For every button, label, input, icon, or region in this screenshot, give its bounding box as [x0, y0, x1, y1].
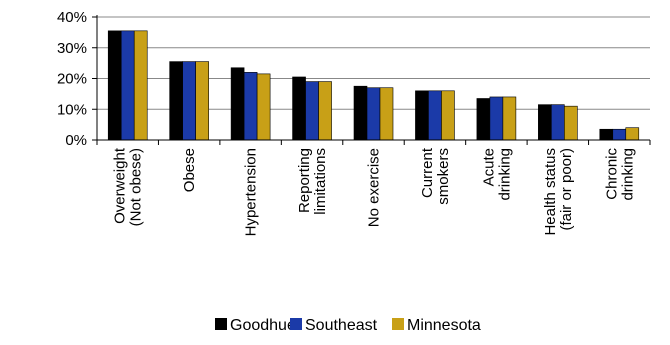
bar-goodhue	[415, 90, 429, 141]
bar-minnesota	[564, 105, 578, 141]
x-category-label-line: drinking	[619, 148, 636, 201]
bar-goodhue	[230, 67, 245, 141]
x-axis-category-labels: Overweight(Not obese) Obese Hypertension Re…	[112, 147, 637, 236]
x-category-label: Acute drinking	[480, 148, 513, 201]
legend-label-southeast: Southeast	[305, 317, 378, 334]
bar-southeast	[551, 104, 565, 141]
bar-minnesota	[133, 30, 148, 141]
x-category-label: Obese	[181, 148, 198, 192]
bar-southeast	[489, 96, 504, 141]
bar-minnesota	[318, 81, 332, 141]
x-category-label: Health status (fair or poor)	[542, 148, 575, 236]
y-tick-label: 40%	[57, 9, 87, 26]
x-category-label: No exercise	[366, 148, 383, 227]
x-category-label-line: limitations	[312, 148, 329, 215]
bar-goodhue	[353, 85, 368, 141]
bar-minnesota	[625, 127, 640, 141]
y-tick-label: 30%	[57, 40, 87, 57]
y-tick-label: 10%	[57, 101, 87, 118]
x-category-label-line: Hypertension	[243, 148, 260, 236]
x-category-label-line: drinking	[496, 148, 513, 201]
x-category-label-line: Obese	[181, 148, 198, 192]
bar-minnesota	[256, 73, 271, 141]
axes	[92, 15, 651, 145]
x-category-label-line: smokers	[435, 148, 452, 205]
x-category-label: Chronic drinking	[603, 148, 636, 201]
bar-southeast	[366, 87, 381, 141]
legend-swatch-goodhue	[215, 318, 227, 330]
x-category-label-line: Chronic	[603, 148, 620, 200]
x-category-label-line: No exercise	[366, 148, 383, 227]
bar-southeast	[305, 81, 319, 141]
y-axis-tick-labels: 0% 10% 20% 30% 40%	[57, 9, 87, 149]
bar-minnesota	[379, 87, 394, 141]
legend: Goodhue Southeast Minnesota	[215, 317, 481, 334]
x-category-label-line: Overweight	[112, 147, 129, 224]
bar-southeast	[120, 30, 135, 141]
x-category-label-line: Reporting	[296, 148, 313, 213]
bar-goodhue	[169, 61, 183, 141]
bar-goodhue	[107, 30, 122, 141]
bar-southeast	[428, 90, 442, 141]
legend-label-goodhue: Goodhue	[230, 317, 296, 334]
bars	[107, 30, 640, 141]
bar-southeast	[612, 128, 627, 141]
x-category-label: Hypertension	[243, 148, 260, 236]
x-category-label-line: Health status	[542, 148, 559, 236]
x-category-label: Overweight(Not obese)	[112, 147, 145, 226]
bar-goodhue	[599, 128, 614, 141]
y-tick-label: 0%	[65, 132, 87, 149]
bar-minnesota	[441, 90, 455, 141]
bar-minnesota	[502, 96, 517, 141]
bar-goodhue	[292, 76, 306, 141]
x-category-label-line: Acute	[480, 148, 497, 186]
bar-goodhue	[476, 98, 491, 141]
bar-southeast	[182, 61, 196, 141]
y-tick-label: 20%	[57, 71, 87, 88]
bar-southeast	[243, 72, 258, 141]
x-category-label: Current smokers	[419, 147, 452, 205]
x-category-label-line: (fair or poor)	[558, 148, 575, 231]
bar-goodhue	[538, 104, 552, 141]
legend-label-minnesota: Minnesota	[407, 317, 481, 334]
bar-minnesota	[195, 61, 209, 141]
legend-swatch-minnesota	[392, 318, 404, 330]
x-category-label: Reporting limitations	[296, 148, 329, 215]
x-category-label-line: (Not obese)	[128, 148, 145, 226]
x-category-label-line: Current	[419, 147, 436, 198]
legend-swatch-southeast	[290, 318, 302, 330]
